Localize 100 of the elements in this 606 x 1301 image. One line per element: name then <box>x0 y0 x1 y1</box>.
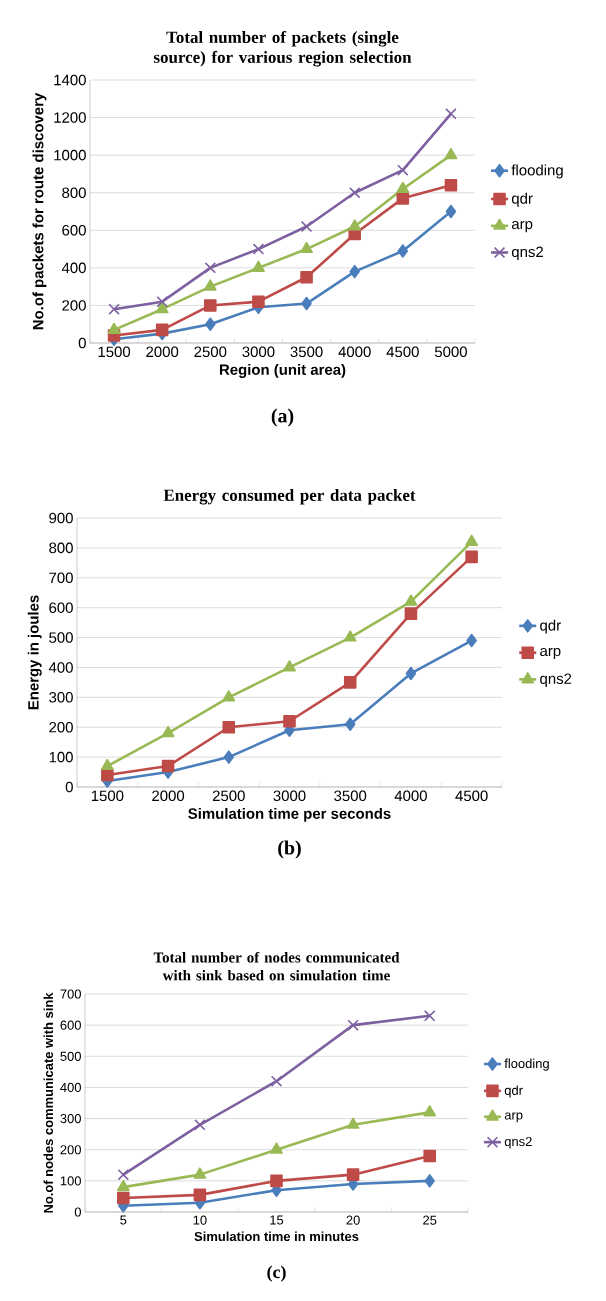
legend-label: qdr <box>504 1085 523 1098</box>
legend-label: qns2 <box>511 246 543 261</box>
point <box>423 1149 436 1163</box>
x-axis-title: Simulation time per seconds <box>188 807 391 822</box>
point <box>348 219 362 231</box>
point <box>444 178 458 192</box>
point <box>349 264 360 279</box>
point <box>116 1179 130 1192</box>
point <box>423 1105 437 1117</box>
point <box>397 244 409 258</box>
x-axis-title: Simulation time in minutes <box>194 1231 359 1242</box>
point <box>465 534 479 546</box>
text: (b) <box>278 840 301 859</box>
x-tick-label: 4000 <box>394 790 427 802</box>
point <box>222 690 236 702</box>
y-tick-label: 0 <box>65 781 73 793</box>
y-tick-label: 300 <box>49 692 73 703</box>
y-tick-label: 300 <box>60 1114 81 1124</box>
text: (a) <box>271 408 294 427</box>
y-tick-label: 800 <box>49 542 73 554</box>
text: (c) <box>267 1265 286 1282</box>
point <box>155 323 169 337</box>
point <box>252 243 265 255</box>
point <box>343 676 357 689</box>
y-tick-label: 200 <box>60 1145 81 1155</box>
x-tick-label: 2500 <box>194 346 227 358</box>
point <box>466 633 477 648</box>
x-tick-label: 3500 <box>290 346 323 358</box>
x-tick-label: 25 <box>423 1215 437 1225</box>
x-tick-label: 2000 <box>146 346 179 358</box>
point <box>424 1174 435 1188</box>
x-tick-label: 1500 <box>98 346 131 358</box>
y-tick-label: 100 <box>60 1176 81 1186</box>
point <box>204 299 217 312</box>
point <box>193 1188 207 1202</box>
x-tick-label: 3000 <box>273 790 306 802</box>
point <box>205 317 216 331</box>
point <box>404 607 418 620</box>
y-tick-label: 700 <box>60 989 81 999</box>
point <box>203 279 217 291</box>
x-tick-label: 5 <box>120 1215 127 1225</box>
y-tick-label: 400 <box>48 662 73 673</box>
y-tick-label: 800 <box>62 187 86 198</box>
legend-label: arp <box>511 221 533 233</box>
x-tick-label: 5000 <box>434 346 467 358</box>
y-tick-label: 1200 <box>54 112 86 123</box>
point <box>300 241 313 254</box>
y-tick-label: 700 <box>49 572 73 584</box>
y-tick-label: 900 <box>49 512 73 524</box>
point <box>270 1075 283 1087</box>
point <box>344 717 356 732</box>
point <box>445 204 457 219</box>
point <box>161 759 175 773</box>
point <box>194 1119 206 1131</box>
point <box>445 108 457 120</box>
x-tick-label: 2500 <box>212 790 245 802</box>
x-tick-label: 4500 <box>386 346 419 358</box>
y-tick-label: 200 <box>49 721 73 733</box>
y-tick-label: 500 <box>60 1051 81 1061</box>
y-tick-label: 600 <box>49 602 73 613</box>
point <box>423 1010 436 1022</box>
x-tick-label: 20 <box>346 1215 360 1225</box>
x-tick-label: 10 <box>193 1215 207 1225</box>
y-tick-label: 600 <box>62 225 86 236</box>
point <box>270 1174 283 1188</box>
y-axis-title: No.of nodes communicate with sink <box>43 992 54 1213</box>
point <box>223 750 235 764</box>
y-tick-label: 600 <box>60 1020 81 1030</box>
point <box>117 1168 130 1181</box>
point <box>465 550 478 564</box>
point <box>108 303 120 315</box>
x-tick-label: 3000 <box>242 346 275 358</box>
point <box>404 594 418 606</box>
x-tick-label: 4500 <box>455 790 488 802</box>
point <box>300 220 313 233</box>
y-axis-title: Energy in joules <box>27 595 42 710</box>
y-tick-label: 400 <box>60 1082 81 1093</box>
point <box>347 1019 359 1031</box>
legend-label: arp <box>540 647 561 660</box>
y-tick-label: 200 <box>62 300 86 311</box>
x-tick-label: 4000 <box>338 346 371 358</box>
point <box>100 758 114 771</box>
legend-label: flooding <box>504 1058 549 1071</box>
legend-label: flooding <box>511 164 563 179</box>
y-axis-title: No.of packets for route discovery <box>32 92 47 330</box>
x-tick-label: 2000 <box>152 790 185 802</box>
y-tick-label: 0 <box>78 337 86 349</box>
point <box>397 164 409 176</box>
chart-title: Total number of packets (single source) for various region selection <box>153 30 412 67</box>
point <box>343 630 357 642</box>
point <box>348 186 361 199</box>
x-axis-title: Region (unit area) <box>219 363 346 378</box>
point <box>405 666 417 681</box>
point <box>283 660 296 672</box>
legend-label: qdr <box>540 619 561 634</box>
x-tick-label: 15 <box>270 1215 284 1225</box>
point <box>301 296 312 311</box>
point <box>283 714 296 728</box>
point <box>396 181 410 193</box>
point <box>444 147 458 160</box>
